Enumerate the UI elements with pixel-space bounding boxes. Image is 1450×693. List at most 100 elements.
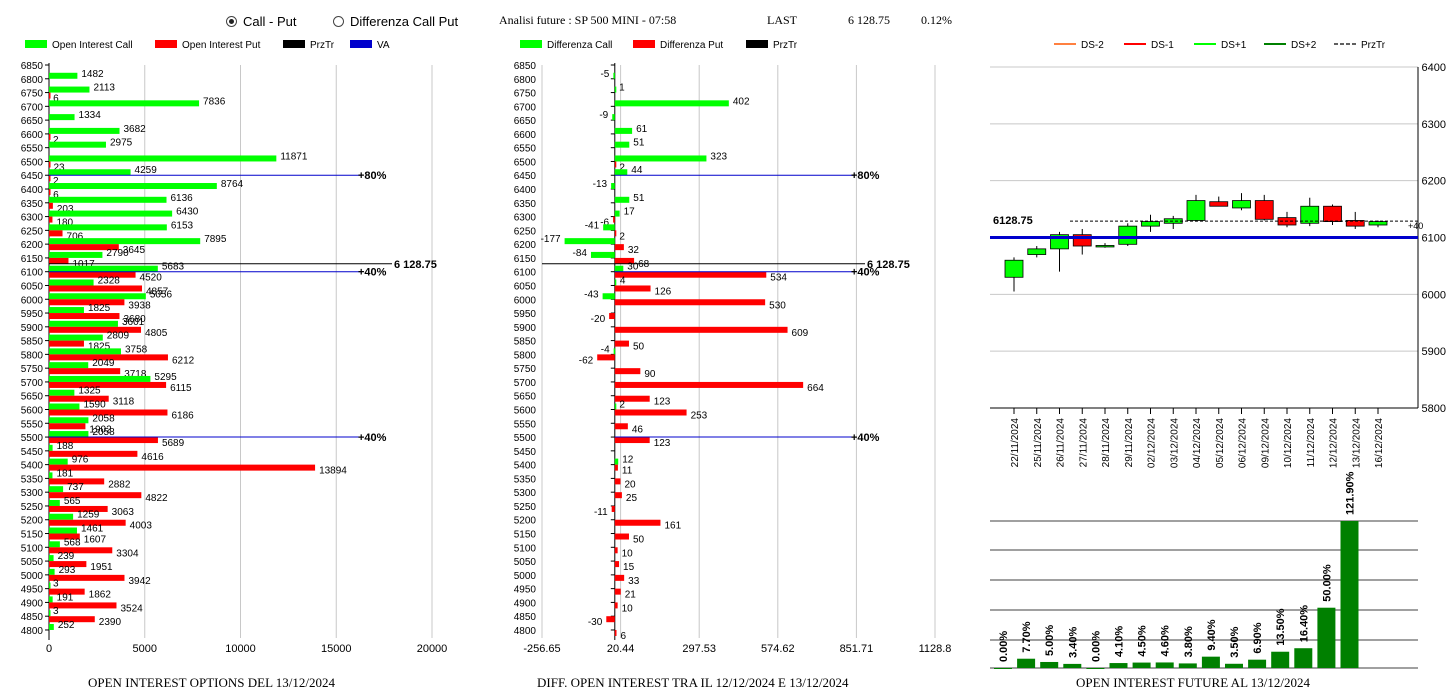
oi-call-bar	[49, 238, 201, 245]
diff-put-label: 90	[644, 369, 656, 380]
diff-legend-swatch	[520, 40, 542, 48]
oi-put-bar	[49, 313, 120, 320]
oi-put-label: 6212	[172, 355, 195, 366]
future-oi-value-label: 4.50%	[1137, 625, 1149, 656]
oi-put-bar	[49, 478, 105, 485]
oi-call-bar	[49, 183, 217, 190]
oi-y-tick-label: 6650	[21, 116, 44, 127]
candle-x-tick-label: 29/11/2024	[1124, 418, 1135, 468]
oi-put-bar	[49, 519, 126, 526]
oi-put-label: 4616	[141, 452, 164, 463]
diff-y-tick-label: 6250	[514, 226, 537, 237]
oi-call-label: 252	[58, 620, 75, 631]
oi-y-tick-label: 6450	[21, 171, 44, 182]
oi-call-label: 737	[67, 482, 84, 493]
oi-y-tick-label: 5500	[21, 433, 44, 444]
oi-x-tick-label: 20000	[417, 643, 448, 655]
diff-call-label: 51	[633, 193, 645, 204]
diff-call-label: -13	[593, 179, 608, 190]
oi-y-tick-label: 5400	[21, 461, 44, 472]
oi-put-bar	[49, 381, 167, 388]
diff-y-tick-label: 5750	[514, 364, 537, 375]
diff-call-label: -5	[600, 69, 609, 80]
diff-put-label: 161	[664, 521, 681, 532]
future-oi-bar	[1248, 659, 1267, 668]
oi-call-bar	[49, 196, 167, 203]
oi-call-label: 1325	[78, 386, 101, 397]
radio-call-put[interactable]: Call - Put	[226, 14, 296, 29]
diff-y-tick-label: 6850	[514, 61, 537, 72]
candle-body	[1368, 221, 1388, 226]
candle-x-tick-label: 12/12/2024	[1329, 418, 1340, 468]
diff-call-label: -177	[541, 234, 561, 245]
diff-y-tick-label: 5600	[514, 406, 537, 417]
diff-put-bar	[614, 602, 618, 609]
oi-put-label: 3938	[128, 300, 151, 311]
oi-put-label: 3304	[116, 548, 139, 559]
oi-chart-title: OPEN INTEREST OPTIONS DEL 13/12/2024	[88, 675, 335, 690]
oi-put-bar	[49, 437, 158, 444]
oi-y-tick-label: 5950	[21, 309, 44, 320]
diff-put-label: 50	[633, 342, 645, 353]
page-title: Analisi future : SP 500 MINI - 07:58	[499, 13, 677, 27]
oi-call-label: 3682	[124, 124, 147, 135]
diff-y-tick-label: 6350	[514, 199, 537, 210]
diff-put-label: -20	[591, 314, 606, 325]
candle-legend-label: DS+2	[1291, 40, 1317, 51]
diff-y-tick-label: 6600	[514, 130, 537, 141]
candle-body	[1209, 201, 1229, 207]
diff-x-tick-label: 574.62	[761, 643, 795, 655]
oi-legend-label: VA	[377, 40, 390, 51]
oi-put-bar	[49, 285, 143, 292]
future-oi-bar	[1294, 648, 1313, 668]
oi-put-label: 6	[53, 190, 59, 201]
candle-body	[1186, 200, 1206, 221]
oi-y-tick-label: 6400	[21, 185, 44, 196]
oi-call-label: 2049	[92, 358, 115, 369]
diff-call-label: 61	[636, 124, 648, 135]
oi-put-bar	[49, 450, 138, 457]
oi-y-tick-label: 4800	[21, 626, 44, 637]
oi-call-bar	[49, 224, 167, 231]
oi-y-tick-label: 5800	[21, 350, 44, 361]
diff-put-bar	[614, 230, 617, 237]
diff-put-label: 534	[770, 273, 787, 284]
oi-y-tick-label: 4900	[21, 598, 44, 609]
candle-y-tick-label: 5900	[1422, 346, 1446, 358]
oi-call-label: 2790	[106, 248, 129, 259]
future-oi-value-label: 13.50%	[1275, 608, 1287, 646]
candle-body	[1072, 234, 1092, 247]
oi-put-bar	[49, 505, 108, 512]
oi-y-tick-label: 5850	[21, 337, 44, 348]
candle-legend-label: DS-1	[1151, 40, 1174, 51]
radio-differenza[interactable]: Differenza Call Put	[333, 14, 458, 29]
oi-put-label: 2882	[108, 479, 131, 490]
diff-call-label: 51	[633, 138, 645, 149]
future-oi-value-label: 4.60%	[1160, 625, 1172, 656]
oi-y-tick-label: 5300	[21, 488, 44, 499]
oi-call-bar	[49, 555, 54, 562]
diff-put-label: 2	[619, 162, 625, 173]
oi-put-bar	[49, 216, 53, 223]
oi-call-label: 7895	[204, 234, 227, 245]
diff-y-tick-label: 5650	[514, 392, 537, 403]
oi-put-bar	[49, 271, 136, 278]
diff-x-tick-label: 851.71	[840, 643, 874, 655]
oi-call-bar	[49, 362, 89, 369]
future-oi-bar	[994, 668, 1012, 669]
oi-put-label: 2390	[99, 617, 122, 628]
candle-x-tick-label: 09/12/2024	[1260, 418, 1271, 468]
candle-y-tick-label: 5800	[1422, 403, 1446, 415]
diff-x-tick-label: 1128.8	[919, 643, 952, 655]
diff-call-bar	[614, 265, 624, 272]
oi-call-label: 188	[57, 441, 74, 452]
candle-x-tick-label: 06/12/2024	[1238, 418, 1249, 468]
oi-put-bar	[49, 368, 121, 375]
oi-put-bar	[49, 175, 51, 182]
oi-put-label: 3942	[128, 576, 151, 587]
diff-call-label: -9	[599, 110, 608, 121]
diff-y-tick-label: 6300	[514, 213, 537, 224]
oi-put-label: 1951	[90, 562, 113, 573]
oi-y-tick-label: 6750	[21, 89, 44, 100]
oi-put-bar	[49, 244, 119, 251]
